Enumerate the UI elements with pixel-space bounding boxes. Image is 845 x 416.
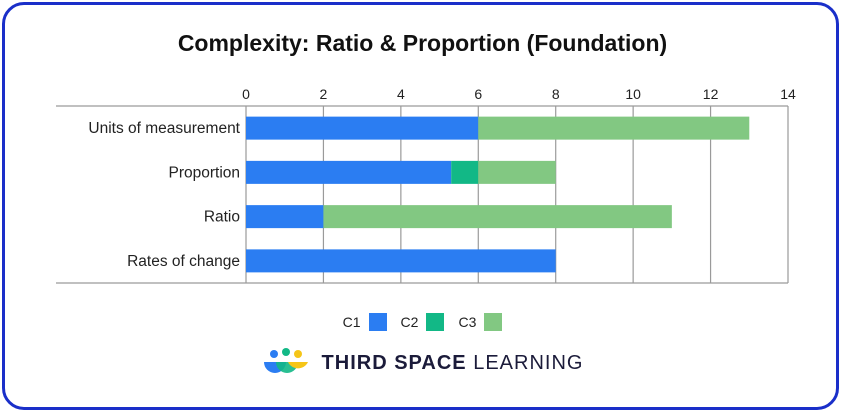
brand-name: THIRD SPACE LEARNING — [322, 352, 584, 375]
bar-c3 — [323, 205, 672, 229]
bar-c1 — [246, 249, 556, 273]
bar-c2 — [451, 160, 479, 184]
bar-c3 — [478, 116, 750, 140]
third-space-learning-logo-icon — [263, 348, 308, 373]
legend-swatch-c1 — [368, 313, 387, 331]
category-label: Proportion — [168, 164, 240, 181]
legend-item-c2: C2 — [401, 313, 445, 331]
category-label: Rates of change — [127, 253, 240, 270]
legend-swatch-c2 — [426, 313, 445, 331]
bar-c1 — [246, 205, 324, 229]
x-tick-labels: 0 2 4 6 8 10 12 14 — [242, 86, 796, 102]
x-tick-label-8: 8 — [552, 86, 560, 102]
category-label: Units of measurement — [88, 120, 240, 137]
bar-c3 — [478, 160, 556, 184]
bar-c1 — [246, 160, 452, 184]
x-tick-label-4: 4 — [397, 86, 405, 102]
category-labels: Units of measurement Proportion Ratio Rates… — [88, 120, 240, 270]
legend: C1 C2 C3 — [0, 313, 845, 331]
x-tick-label-10: 10 — [625, 86, 641, 102]
legend-item-c1: C1 — [343, 313, 387, 331]
brand-name-bold: THIRD SPACE — [321, 351, 467, 374]
bar-c1 — [246, 116, 479, 140]
brand: THIRD SPACE LEARNING — [0, 348, 845, 378]
brand-name-regular: LEARNING — [473, 351, 584, 374]
legend-label-c1: C1 — [342, 314, 361, 330]
x-tick-label-0: 0 — [242, 86, 250, 102]
x-tick-label-14: 14 — [780, 86, 796, 102]
x-tick-label-6: 6 — [474, 86, 482, 102]
chart-title: Complexity: Ratio & Proportion (Foundati… — [177, 30, 668, 56]
x-tick-label-12: 12 — [703, 86, 719, 102]
legend-label-c3: C3 — [458, 314, 477, 330]
legend-swatch-c3 — [484, 313, 503, 331]
category-label: Ratio — [204, 209, 240, 226]
x-tick-label-2: 2 — [320, 86, 328, 102]
bars — [246, 116, 750, 273]
legend-label-c2: C2 — [400, 314, 419, 330]
legend-item-c3: C3 — [458, 313, 503, 331]
